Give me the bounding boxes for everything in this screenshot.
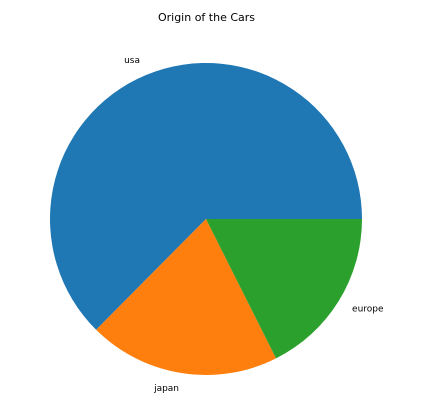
pie-label-usa: usa [124,56,140,66]
pie-label-japan: japan [153,384,179,394]
pie-slice-japan [96,219,277,375]
pie-label-europe: europe [352,305,384,315]
pie-labels: usa japan europe [124,56,384,394]
pie-slice-europe [206,219,362,359]
pie-slice-usa [49,62,362,330]
pie-slices [49,62,362,375]
chart-title: Origin of the Cars [157,11,256,24]
